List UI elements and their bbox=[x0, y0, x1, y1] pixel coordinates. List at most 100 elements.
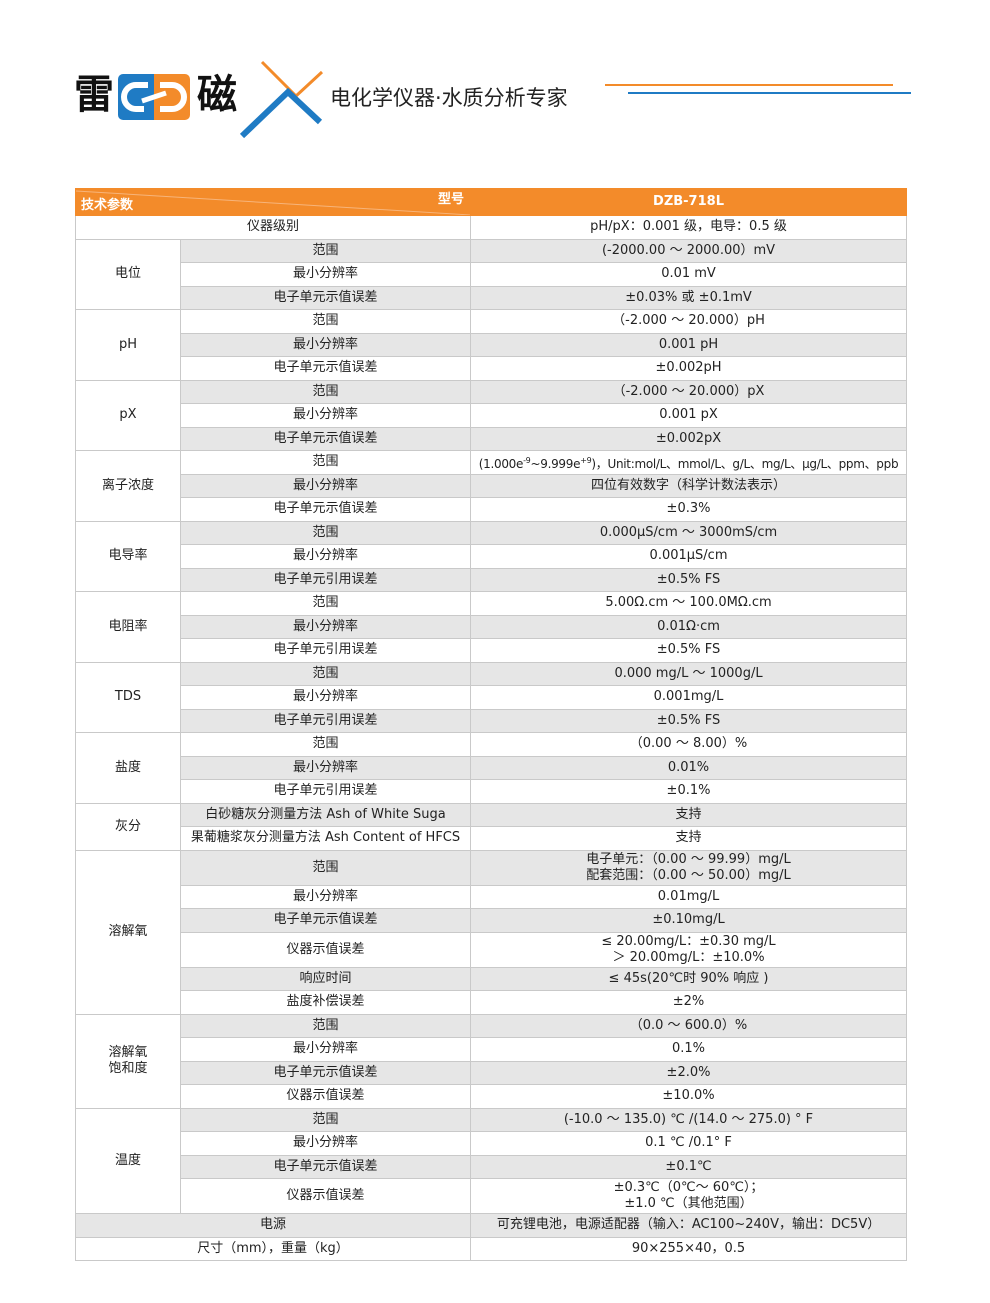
table-row: 离子浓度 范围 (1.000e-9~9.999e+9)，Unit:mol/L、mmo… bbox=[75, 450, 908, 522]
param-value: 0.01 mV bbox=[470, 262, 908, 287]
group-label: 电导率 bbox=[75, 520, 181, 592]
sub-param-label: 电子单元引用误差 bbox=[179, 567, 472, 592]
sub-param-label: 最小分辨率 bbox=[179, 1037, 472, 1062]
param-value: ±0.5% FS bbox=[470, 708, 908, 733]
table-row: 最小分辨率 0.01 mV bbox=[76, 262, 908, 287]
group-label: 电位 bbox=[75, 238, 181, 310]
param-value: ±0.1% bbox=[470, 779, 908, 804]
param-value: 0.001mg/L bbox=[470, 685, 908, 710]
param-value: ±2.0% bbox=[470, 1060, 908, 1085]
param-value: 0.01mg/L bbox=[470, 884, 908, 909]
param-value: 90×255×40，0.5 bbox=[470, 1236, 908, 1261]
table-row: 电子单元引用误差 ±0.1% bbox=[76, 779, 908, 804]
table-row: 仪器示值误差 ≤ 20.00mg/L：±0.30 mg/L ＞ 20.00mg/L… bbox=[76, 931, 908, 968]
sub-param-label: 最小分辨率 bbox=[179, 755, 472, 780]
sub-param-label: 范围 bbox=[179, 591, 472, 616]
param-value: 支持 bbox=[470, 826, 908, 851]
param-label: 电源 bbox=[74, 1213, 472, 1238]
param-value: pH/pX：0.001 级，电导：0.5 级 bbox=[470, 215, 908, 240]
header-param-label: 技术参数 bbox=[81, 198, 134, 213]
sub-param-label: 白砂糖灰分测量方法 Ash of White Suga bbox=[179, 802, 472, 827]
sub-param-label: 范围 bbox=[179, 732, 472, 757]
sub-param-label: 范围 bbox=[179, 309, 472, 334]
orange-rule bbox=[605, 84, 893, 86]
param-value: 0.001 pH bbox=[470, 332, 908, 357]
table-row: 最小分辨率 0.01Ω·cm bbox=[76, 614, 908, 639]
param-value: 电子单元：（0.00 ～ 99.99）mg/L 配套范围：（0.00 ～ 50.… bbox=[470, 849, 908, 886]
table-row: 最小分辨率 0.001mg/L bbox=[76, 685, 908, 710]
sub-param-label: 果葡糖浆灰分测量方法 Ash Content of HFCS bbox=[179, 826, 472, 851]
param-value: 支持 bbox=[470, 802, 908, 827]
group-label: 溶解氧 bbox=[75, 849, 181, 1015]
param-value: 四位有效数字（科学计数法表示） bbox=[470, 473, 908, 498]
slogan: 电化学仪器·水质分析专家 bbox=[330, 86, 568, 110]
diagonal-divider bbox=[76, 190, 470, 215]
sub-param-label: 范围 bbox=[179, 1013, 472, 1038]
param-value: ≤ 45s(20℃时 90% 响应 ) bbox=[470, 966, 908, 991]
header-param-cell: 技术参数 型号 bbox=[74, 188, 472, 216]
param-value: 0.1% bbox=[470, 1037, 908, 1062]
logo-char-lei: 雷 bbox=[74, 72, 114, 118]
table-row: 溶解氧 饱和度 范围 （0.0 ～ 600.0）% bbox=[75, 1013, 908, 1109]
param-value: ±0.002pH bbox=[470, 356, 908, 381]
param-label: 尺寸（mm），重量（kg） bbox=[74, 1236, 472, 1261]
group-label: 溶解氧 饱和度 bbox=[75, 1013, 181, 1109]
table-row: 电子单元示值误差 ±0.1℃ bbox=[76, 1154, 908, 1179]
param-value: ±2% bbox=[470, 990, 908, 1015]
param-value: ±0.1℃ bbox=[470, 1154, 908, 1179]
sub-param-label: 最小分辨率 bbox=[179, 403, 472, 428]
table-row: 电子单元引用误差 ±0.5% FS bbox=[76, 567, 908, 592]
table-row: 电位 范围 (-2000.00 ～ 2000.00）mV bbox=[75, 238, 908, 310]
table-row: pX 范围 （-2.000 ～ 20.000）pX bbox=[75, 379, 908, 451]
sub-param-label: 范围 bbox=[179, 520, 472, 545]
group-label: pH bbox=[75, 309, 181, 381]
header-model-label: 型号 bbox=[438, 192, 465, 207]
spec-table: 技术参数 型号 DZB-718L 仪器级别 pH/pX：0.001 级，电导：0.… bbox=[74, 188, 908, 1261]
table-row: 最小分辨率 0.01mg/L bbox=[76, 884, 908, 909]
param-value: ±0.03% 或 ±0.1mV bbox=[470, 285, 908, 310]
param-value: ±0.3% bbox=[470, 497, 908, 522]
header-model: DZB-718L bbox=[470, 188, 908, 216]
logo-emblem bbox=[118, 74, 190, 120]
param-value: 0.001 pX bbox=[470, 403, 908, 428]
sub-param-label: 最小分辨率 bbox=[179, 262, 472, 287]
param-value: ±0.3℃（0℃～ 60℃）； ±1.0 ℃（其他范围） bbox=[470, 1178, 908, 1214]
sub-param-label: 最小分辨率 bbox=[179, 332, 472, 357]
param-value: （0.00 ～ 8.00）% bbox=[470, 732, 908, 757]
param-value: （-2.000 ～ 20.000）pX bbox=[470, 379, 908, 404]
table-row: 电源 可充锂电池，电源适配器（输入：AC100~240V，输出：DC5V） bbox=[74, 1213, 908, 1238]
group-label: TDS bbox=[75, 661, 181, 733]
table-row: 电子单元示值误差 ±0.002pH bbox=[76, 356, 908, 381]
sub-param-label: 最小分辨率 bbox=[179, 685, 472, 710]
table-row: 最小分辨率 0.01% bbox=[76, 755, 908, 780]
table-row: 电子单元示值误差 ±0.002pX bbox=[76, 426, 908, 451]
table-row: 溶解氧 范围 电子单元：（0.00 ～ 99.99）mg/L 配套范围：（0.00 … bbox=[75, 849, 908, 1015]
table-row: 电子单元示值误差 ±0.3% bbox=[76, 497, 908, 522]
group-label: 电阻率 bbox=[75, 591, 181, 663]
param-value: 0.1 ℃ /0.1° F bbox=[470, 1131, 908, 1156]
logo-char-ci: 磁 bbox=[197, 72, 237, 118]
sub-param-label: 范围 bbox=[179, 1107, 472, 1132]
sub-param-label: 范围 bbox=[179, 379, 472, 404]
group-label: 离子浓度 bbox=[75, 450, 181, 522]
table-row: 最小分辨率 四位有效数字（科学计数法表示） bbox=[76, 473, 908, 498]
param-value: ±0.10mg/L bbox=[470, 908, 908, 933]
sub-param-label: 电子单元示值误差 bbox=[179, 908, 472, 933]
table-row: pH 范围 （-2.000 ～ 20.000）pH bbox=[75, 309, 908, 381]
table-row: 电子单元示值误差 ±0.10mg/L bbox=[76, 908, 908, 933]
param-value: (-10.0 ～ 135.0) ℃ /(14.0 ～ 275.0) ° F bbox=[470, 1107, 908, 1132]
table-row: 响应时间 ≤ 45s(20℃时 90% 响应 ) bbox=[76, 966, 908, 991]
table-row: 仪器示值误差 ±10.0% bbox=[76, 1084, 908, 1109]
sub-param-label: 最小分辨率 bbox=[179, 473, 472, 498]
param-value: ±0.5% FS bbox=[470, 567, 908, 592]
table-row: TDS 范围 0.000 mg/L ～ 1000g/L bbox=[75, 661, 908, 733]
table-row: 灰分 白砂糖灰分测量方法 Ash of White Suga 支持 bbox=[75, 802, 908, 851]
param-value: ±0.5% FS bbox=[470, 638, 908, 663]
table-row: 仪器级别 pH/pX：0.001 级，电导：0.5 级 bbox=[74, 215, 908, 240]
param-value: 可充锂电池，电源适配器（输入：AC100~240V，输出：DC5V） bbox=[470, 1213, 908, 1238]
sub-param-label: 最小分辨率 bbox=[179, 884, 472, 909]
table-row: 电子单元引用误差 ±0.5% FS bbox=[76, 638, 908, 663]
group-label: 温度 bbox=[75, 1107, 181, 1214]
sub-param-label: 电子单元引用误差 bbox=[179, 708, 472, 733]
sub-param-label: 范围 bbox=[179, 661, 472, 686]
